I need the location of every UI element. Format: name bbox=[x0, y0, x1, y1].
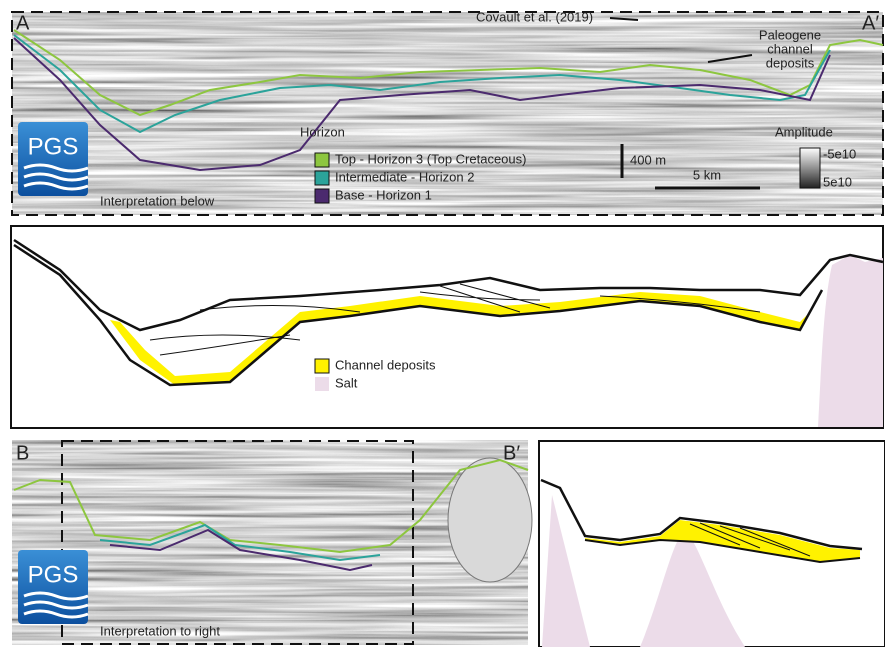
annotation: Paleogene bbox=[759, 27, 821, 42]
note: Interpretation below bbox=[100, 193, 215, 208]
legend-label: Channel deposits bbox=[335, 357, 436, 372]
legend-swatch bbox=[315, 377, 329, 391]
legend-label: Top - Horizon 3 (Top Cretaceous) bbox=[335, 151, 526, 166]
section-label: B′ bbox=[503, 442, 520, 464]
colorbar bbox=[800, 148, 820, 188]
legend-label: Base - Horizon 1 bbox=[335, 187, 432, 202]
legend-swatch bbox=[315, 359, 329, 373]
legend-title: Horizon bbox=[300, 124, 345, 139]
legend-swatch bbox=[315, 171, 329, 185]
colorbar-label: -5e10 bbox=[823, 146, 856, 161]
figure: A A′ Covault et al. (2019) Paleogene cha… bbox=[0, 0, 885, 647]
citation: Covault et al. (2019) bbox=[476, 9, 593, 24]
section-label: A′ bbox=[862, 12, 879, 34]
logo: PGS bbox=[18, 122, 88, 196]
legend-label: Intermediate - Horizon 2 bbox=[335, 169, 474, 184]
annotation: channel bbox=[767, 41, 813, 56]
logo: PGS bbox=[18, 550, 88, 624]
colorbar-title: Amplitude bbox=[775, 124, 833, 139]
note: Interpretation to right bbox=[100, 623, 220, 638]
annotation: deposits bbox=[766, 55, 815, 70]
section-label: A bbox=[16, 12, 30, 34]
colorbar-label: 5e10 bbox=[823, 174, 852, 189]
legend-swatch bbox=[315, 189, 329, 203]
section-label: B bbox=[16, 442, 29, 464]
scale-label: 400 m bbox=[630, 152, 666, 167]
salt-dome bbox=[448, 458, 532, 582]
legend-swatch bbox=[315, 153, 329, 167]
page: A A′ Covault et al. (2019) Paleogene cha… bbox=[0, 0, 885, 647]
scale-label: 5 km bbox=[693, 167, 721, 182]
logo-text: PGS bbox=[28, 133, 79, 160]
legend-label: Salt bbox=[335, 375, 358, 390]
interpretation-frame bbox=[11, 226, 883, 428]
logo-text: PGS bbox=[28, 561, 79, 588]
